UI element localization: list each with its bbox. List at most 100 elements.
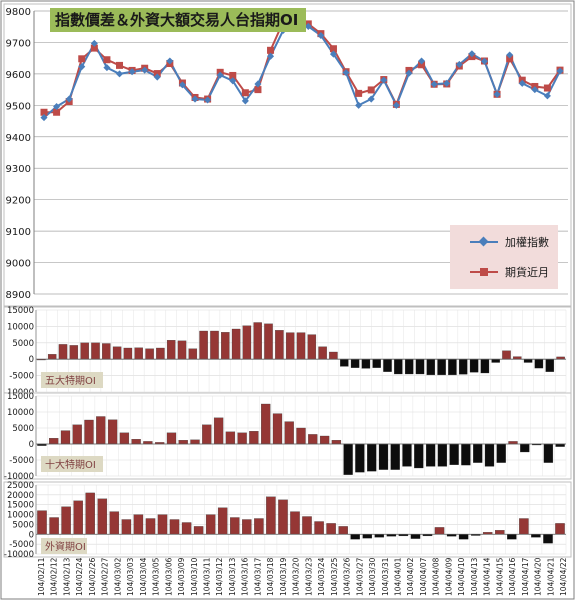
oi-bar [308, 434, 318, 445]
index-point [65, 95, 73, 103]
oi-bar [85, 492, 95, 535]
legend-box [450, 225, 558, 289]
oi-bar [199, 330, 208, 360]
index-point [204, 96, 212, 104]
oi-bar [434, 527, 445, 535]
index-point [178, 81, 186, 89]
oi-bar [361, 359, 371, 369]
oi-bar [73, 500, 83, 535]
oi-bar [193, 526, 204, 535]
oi-bar [47, 354, 57, 360]
oi-bar [284, 421, 294, 445]
x-date-label: 104/03/04 [139, 557, 148, 596]
x-axis-date-labels: 104/02/11 104/02/12 104/02/13 104/02/24 104/… [37, 557, 568, 596]
futures-point [78, 55, 86, 63]
oi-bar [157, 514, 168, 535]
oi-bar [177, 340, 187, 360]
x-date-label: 104/03/03 [126, 557, 135, 596]
bar-y-tick-label: 0 [29, 355, 34, 365]
oi-bar [545, 359, 555, 372]
index-point [392, 101, 400, 109]
oi-bar [145, 518, 156, 535]
oi-bar [367, 443, 377, 472]
oi-bar [296, 427, 306, 445]
index-point [556, 67, 564, 75]
futures-point [254, 86, 262, 94]
bar-y-tick-label: 15000 [7, 501, 34, 511]
index-point [141, 66, 149, 74]
oi-bar [242, 325, 252, 360]
index-point [342, 69, 350, 77]
oi-bar [166, 340, 176, 360]
oi-bar [355, 443, 365, 473]
bar-y-tick-label: 10000 [7, 322, 34, 332]
line-chart-y-ticks: 9800 9700 9600 9500 9400 9300 9200 9100 9000 8900 [6, 7, 31, 301]
oi-bar [484, 443, 495, 467]
oi-bar [302, 516, 312, 535]
oi-bar [166, 432, 177, 445]
futures-point [229, 71, 237, 79]
oi-bar [210, 330, 219, 360]
bar-y-tick-label: 10000 [7, 511, 34, 521]
index-point [355, 101, 363, 109]
x-date-label: 104/04/20 [534, 557, 543, 596]
index-point [78, 63, 86, 71]
oi-bar [91, 342, 100, 360]
oi-bar [49, 438, 59, 445]
oi-bar [225, 431, 236, 445]
index-point [216, 71, 224, 79]
oi-bar [543, 534, 553, 544]
oi-bar [495, 530, 505, 535]
oi-bar [425, 443, 436, 467]
oi-bar [96, 416, 106, 445]
x-date-label: 104/04/15 [495, 557, 504, 596]
bar-y-tick-label: 20000 [7, 491, 34, 501]
oi-bar [415, 359, 425, 375]
oi-bar [278, 499, 288, 535]
index-point [191, 95, 199, 103]
oi-bar [221, 332, 230, 360]
oi-bar [555, 523, 565, 535]
bar-y-tick-label: 5000 [12, 520, 34, 530]
x-date-label: 104/03/23 [304, 557, 313, 596]
oi-bar [331, 440, 342, 445]
x-date-label: 104/03/17 [253, 557, 262, 596]
bar-y-tick-label: -10000 [4, 472, 34, 482]
oi-bar [61, 506, 71, 535]
futures-point [355, 89, 363, 97]
oi-bar [534, 359, 544, 369]
futures-point [103, 56, 111, 64]
oi-bar [404, 359, 414, 375]
futures-point [543, 84, 551, 92]
oi-bar [314, 521, 324, 535]
line-y-tick-label: 9000 [6, 259, 31, 270]
index-point [405, 69, 413, 77]
index-point [103, 64, 111, 72]
oi-bar [326, 523, 336, 535]
x-date-label: 104/03/11 [203, 557, 212, 596]
x-date-label: 104/04/09 [444, 557, 453, 596]
x-date-label: 104/03/27 [355, 557, 364, 596]
x-date-label: 104/03/31 [381, 557, 390, 596]
index-point [241, 97, 249, 105]
oi-bar [49, 517, 59, 535]
x-date-label: 104/03/10 [190, 557, 199, 596]
oi-bar [458, 359, 468, 375]
oi-bar [202, 424, 212, 445]
futures-point [116, 61, 124, 69]
x-date-label: 104/03/19 [279, 557, 288, 596]
oi-bar [507, 534, 517, 540]
oi-bar [378, 443, 389, 470]
oi-bar [272, 413, 283, 445]
x-date-label: 104/03/30 [368, 557, 377, 596]
oi-bar [37, 510, 47, 535]
oi-bar [121, 519, 132, 535]
x-date-label: 104/03/12 [215, 557, 224, 596]
bar-y-tick-label: 15000 [7, 392, 34, 402]
oi-bar [426, 359, 436, 376]
line-y-tick-label: 9200 [6, 196, 31, 207]
oi-bar [69, 345, 79, 360]
index-point [153, 73, 161, 81]
